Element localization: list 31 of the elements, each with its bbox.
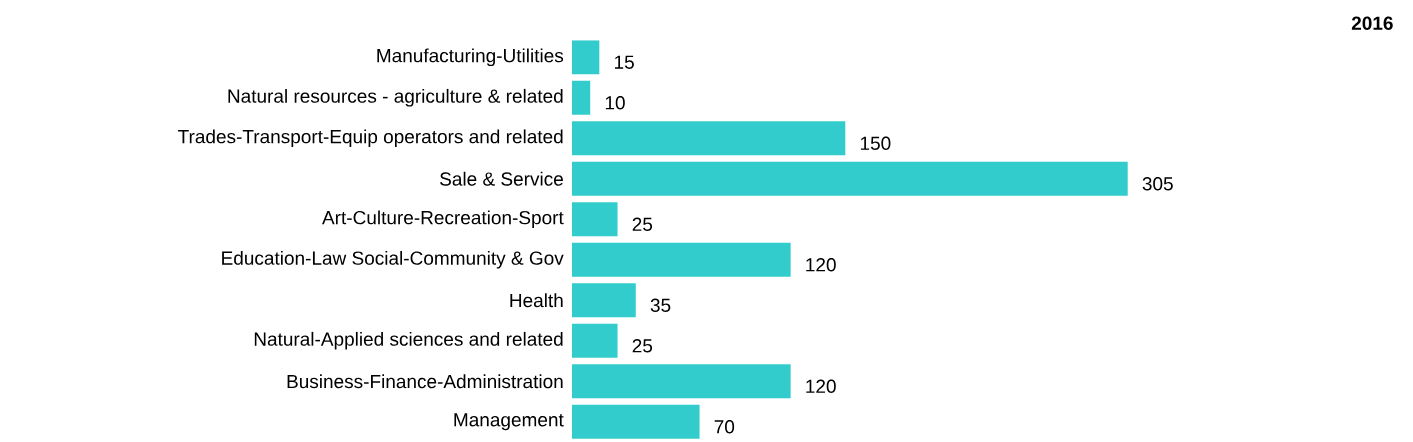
data-label: 15	[614, 55, 634, 69]
data-label: 70	[714, 420, 735, 434]
y-tick-label: Art-Culture-Recreation-Sport	[322, 210, 564, 229]
bar	[572, 40, 600, 75]
bar	[572, 121, 846, 156]
data-label: 120	[806, 258, 836, 272]
y-tick-label: Business-Finance-Administration	[287, 374, 563, 389]
y-tick-label: Management	[454, 413, 564, 431]
data-label: 10	[605, 96, 625, 110]
bar	[572, 323, 618, 358]
data-label: 305	[1142, 177, 1173, 191]
y-tick-label: Manufacturing-Utilities	[377, 48, 564, 67]
bar	[572, 404, 700, 439]
y-tick-label: Sale & Service	[440, 171, 563, 186]
data-label: 25	[632, 217, 653, 231]
bar	[572, 202, 618, 237]
y-tick-label: Education-Law Social-Community & Gov	[222, 250, 564, 269]
y-tick-label: Health	[510, 293, 563, 308]
bar	[572, 364, 791, 399]
bar	[572, 161, 1128, 196]
y-tick-label: Natural resources - agriculture & related	[228, 88, 563, 107]
data-label: 150	[860, 136, 891, 150]
bar	[572, 80, 591, 115]
data-label: 25	[632, 339, 653, 353]
text: 2016	[1351, 16, 1393, 30]
y-tick-label: Trades-Transport-Equip operators and related	[178, 129, 563, 148]
bar	[572, 242, 791, 277]
data-label: 120	[806, 379, 836, 393]
y-tick-label: Natural-Applied sciences and related	[254, 331, 563, 350]
data-label: 35	[650, 298, 671, 312]
bar	[572, 283, 636, 318]
